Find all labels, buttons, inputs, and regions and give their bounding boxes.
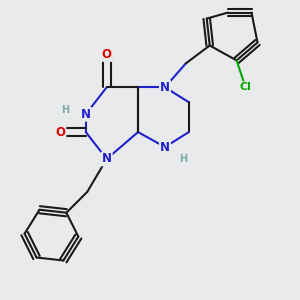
Text: Cl: Cl: [240, 82, 251, 92]
Text: N: N: [81, 108, 91, 121]
Text: N: N: [160, 81, 170, 94]
Text: H: H: [61, 105, 69, 115]
Text: O: O: [56, 126, 65, 139]
Text: O: O: [102, 48, 112, 61]
Text: H: H: [179, 154, 187, 164]
Text: N: N: [102, 152, 112, 166]
Text: N: N: [160, 140, 170, 154]
